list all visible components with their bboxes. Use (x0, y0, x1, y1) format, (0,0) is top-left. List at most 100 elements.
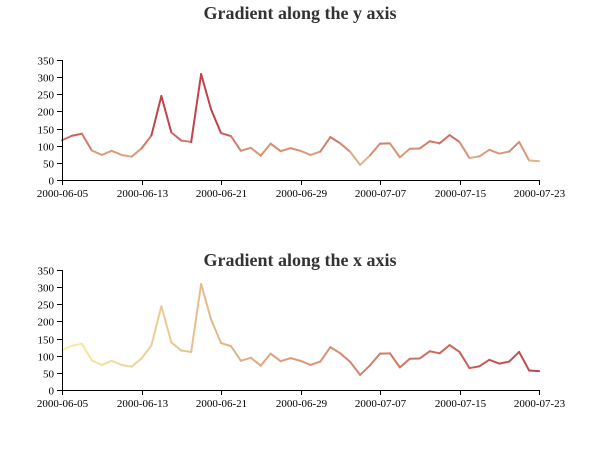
series-segment (220, 132, 232, 138)
x-tick-label: 2000-06-21 (196, 188, 247, 200)
series-segment (458, 140, 471, 160)
series-segment (180, 349, 193, 353)
series-segment (369, 142, 381, 157)
series-segment (448, 344, 461, 353)
series-segment (448, 134, 461, 143)
series-segment (458, 350, 471, 370)
series-segment (120, 153, 133, 158)
series-segment (279, 357, 292, 363)
x-tick-label: 2000-06-21 (196, 398, 247, 410)
series-segment (438, 134, 451, 145)
series-segment (319, 136, 332, 153)
series-segment (249, 356, 262, 367)
series-segment (249, 146, 262, 157)
series-segment (239, 356, 252, 362)
x-tick-label: 2000-06-29 (276, 398, 328, 410)
series-segment (369, 352, 381, 367)
series-segment (498, 360, 511, 365)
x-tick-label: 2000-07-23 (514, 398, 566, 410)
y-tick-label: 350 (38, 56, 55, 68)
y-tick-label: 300 (38, 283, 55, 295)
series-segment (140, 344, 153, 360)
series-segment (210, 318, 222, 345)
y-tick-label: 350 (38, 266, 55, 278)
series-line (61, 283, 540, 376)
series-segment (90, 149, 103, 156)
series-segment (170, 341, 183, 352)
series-segment (210, 108, 222, 135)
y-tick-label: 100 (38, 352, 55, 364)
series-segment (518, 350, 531, 372)
chart-title: Gradient along the x axis (203, 250, 396, 270)
series-segment (488, 148, 501, 155)
series-segment (80, 342, 93, 362)
y-tick-label: 250 (38, 90, 55, 102)
series-segment (289, 147, 302, 152)
series-segment (349, 150, 362, 166)
series-segment (180, 139, 193, 143)
series-segment (488, 358, 501, 365)
series-segment (388, 352, 401, 369)
series-segment (339, 142, 352, 153)
y-tick-label: 100 (38, 142, 55, 154)
series-segment (100, 149, 113, 156)
series-segment (438, 344, 451, 355)
series-segment (190, 283, 203, 353)
series-segment (110, 359, 123, 366)
axes: 0 50 100 150 200 250 300 350 2000-06-05 2000-06-1… (37, 266, 566, 411)
y-tick-label: 200 (38, 317, 55, 329)
series-segment (498, 150, 511, 155)
series-segment (140, 134, 153, 150)
series-segment (200, 73, 213, 111)
series-segment (418, 140, 431, 150)
series-segment (190, 73, 203, 143)
x-tick-label: 2000-07-15 (435, 398, 487, 410)
series-segment (229, 345, 242, 362)
chart-title: Gradient along the y axis (203, 3, 396, 23)
series-segment (428, 350, 441, 355)
x-tick-label: 2000-06-13 (117, 188, 169, 200)
x-tick-label: 2000-06-29 (276, 188, 328, 200)
series-segment (528, 159, 540, 163)
series-segment (150, 95, 163, 137)
series-segment (279, 147, 292, 153)
series-segment (259, 352, 272, 367)
chart-panel-x-gradient: Gradient along the x axis 0 50 100 150 200 25… (37, 250, 566, 410)
series-segment (309, 150, 322, 156)
series-segment (200, 283, 213, 321)
series-segment (339, 352, 352, 363)
series-segment (478, 358, 491, 368)
series-segment (61, 134, 73, 142)
series-segment (160, 305, 173, 344)
series-segment (150, 305, 163, 347)
series-segment (80, 132, 93, 152)
series-segment (170, 131, 183, 142)
series-segment (61, 344, 73, 352)
y-tick-label: 50 (43, 369, 55, 381)
series-segment (70, 132, 83, 137)
series-segment (220, 342, 232, 348)
series-segment (319, 346, 332, 363)
y-tick-label: 50 (43, 159, 55, 171)
series-segment (269, 352, 282, 363)
y-tick-label: 300 (38, 73, 55, 85)
series-segment (349, 360, 362, 376)
series-segment (508, 140, 521, 153)
series-segment (428, 140, 441, 145)
series-segment (239, 146, 252, 152)
series-segment (100, 359, 113, 366)
series-segment (388, 142, 401, 159)
y-tick-label: 150 (38, 335, 55, 347)
series-segment (329, 136, 342, 145)
series-segment (110, 149, 123, 156)
series-segment (478, 148, 491, 158)
series-segment (130, 147, 143, 158)
series-segment (269, 142, 282, 153)
series-segment (329, 346, 342, 355)
series-segment (528, 369, 540, 373)
series-segment (468, 155, 481, 160)
y-tick-label: 150 (38, 125, 55, 137)
series-line (61, 73, 540, 166)
x-tick-label: 2000-07-15 (435, 188, 487, 200)
x-tick-label: 2000-06-05 (37, 398, 89, 410)
